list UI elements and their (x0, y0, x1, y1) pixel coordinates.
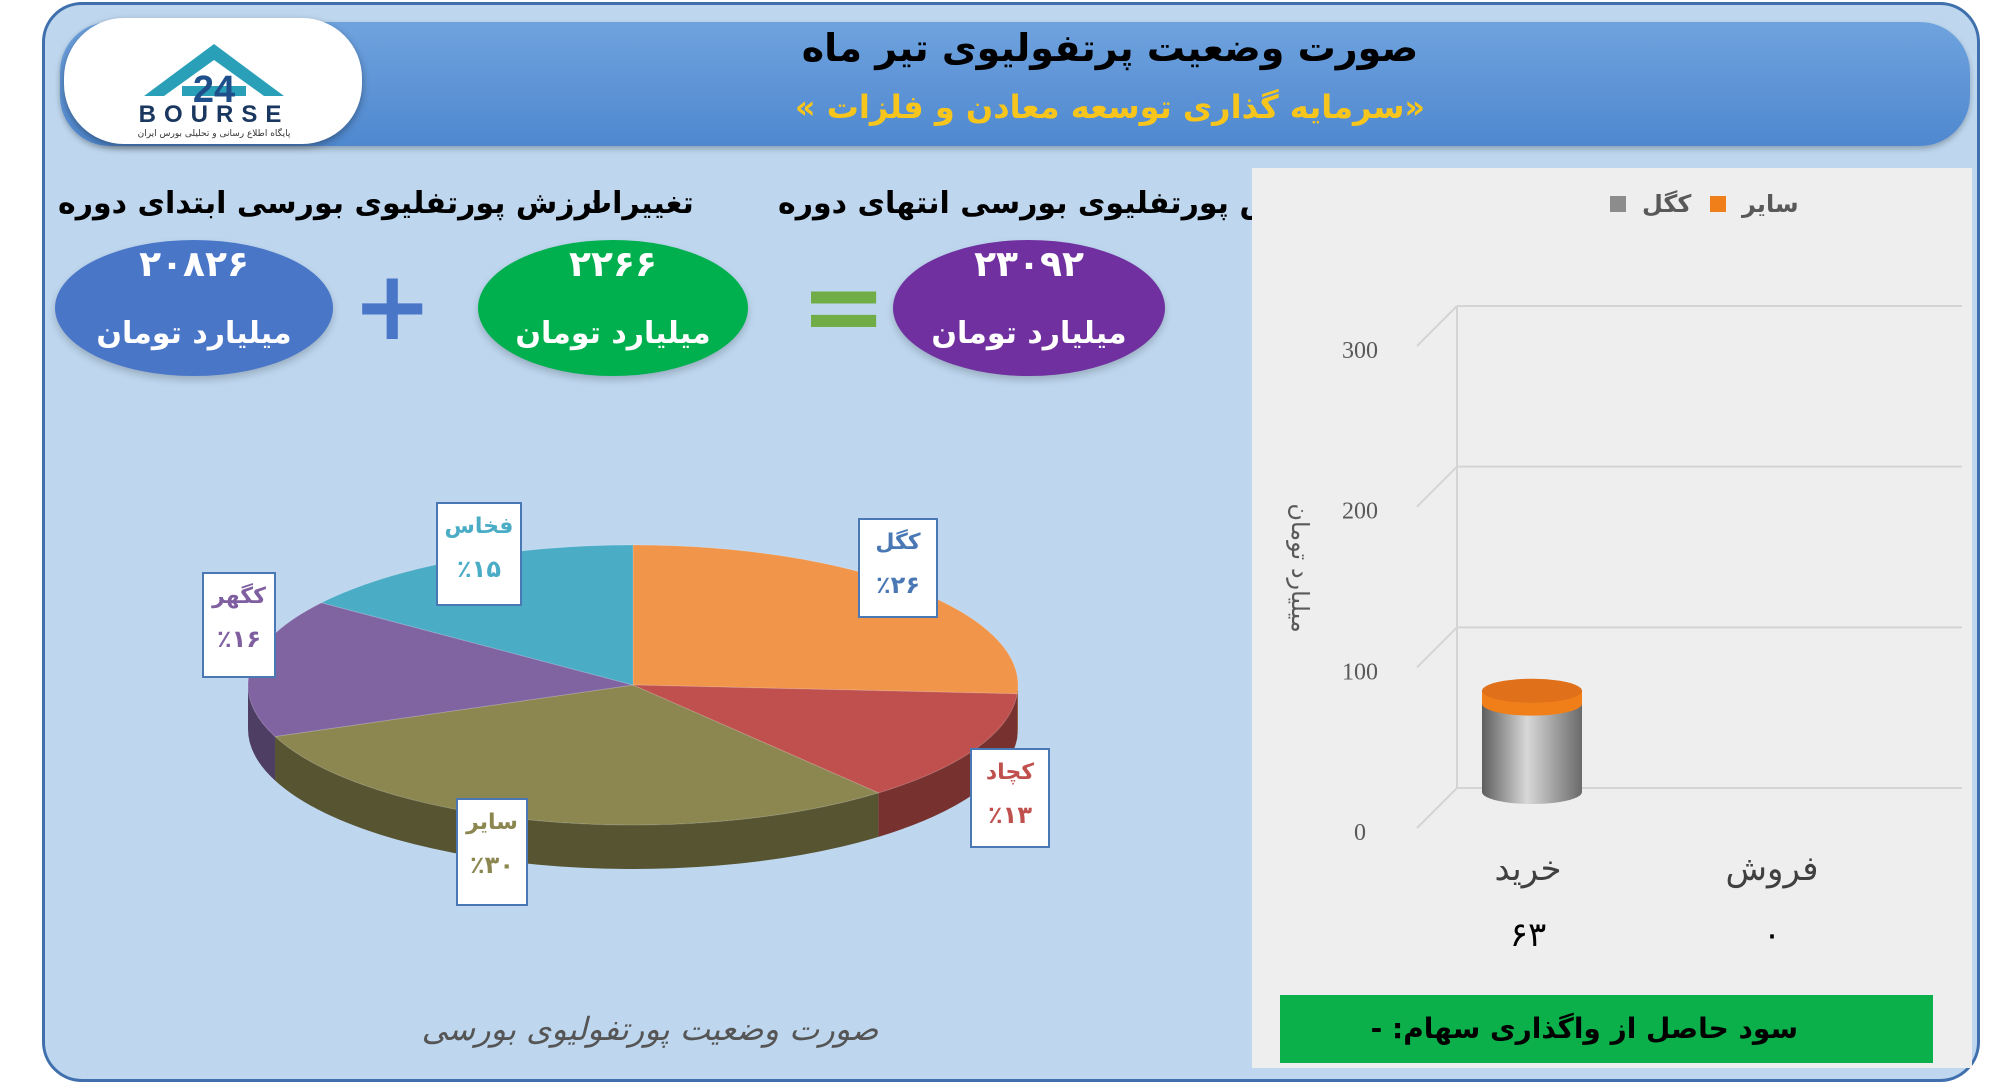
legend-swatch-1 (1610, 196, 1626, 212)
equals-sign: = (800, 245, 888, 367)
pie-label-sayer-name: سایر (466, 810, 518, 835)
category-label-1: فروش (1726, 849, 1819, 889)
change-ellipse: ۲۲۶۶ میلیارد تومان (478, 240, 748, 376)
start-value-number: ۲۰۸۲۶ (139, 244, 249, 285)
logo-word: BOURSE (139, 101, 290, 128)
pie-side-3-0 (248, 685, 276, 781)
pie-label-sayer: سایر ٪۳۰ (456, 798, 528, 906)
grid-diag-3 (1416, 305, 1458, 347)
bourse-logo: 24 BOURSE پایگاه اطلاع رسانی و تحلیلی بو… (64, 18, 362, 144)
pie-label-kegohar-percent: ٪۱۶ (217, 625, 261, 653)
profit-banner: سود حاصل از واگذاری سهام: - (1280, 995, 1933, 1063)
start-value-label: ارزش پورتفلیوی بورسی ابتدای دوره (58, 186, 603, 221)
header-banner (60, 22, 1970, 146)
end-value-number: ۲۳۰۹۲ (974, 244, 1084, 285)
pie-label-kegohar-name: کگهر (212, 584, 266, 609)
change-unit: میلیارد تومان (515, 316, 711, 351)
pie-label-kegohar: کگهر ٪۱۶ (202, 572, 276, 678)
bar-top-0-1 (1482, 678, 1582, 703)
pie-label-fakhas-name: فخاس (444, 514, 514, 539)
grid-diag-2 (1416, 465, 1458, 508)
pie-slice-0 (632, 544, 1019, 695)
pie-slice-2 (273, 684, 880, 826)
pie-label-kechad: کچاد ٪۱۳ (970, 748, 1050, 848)
logo-tagline: پایگاه اطلاع رسانی و تحلیلی بورس ایران (138, 127, 291, 139)
bar-chart-panel: 0 100 200 300 میلیارد تومان سایر کگل خرید ۶۳ فروش… (1252, 168, 1972, 1068)
end-value-label: ارزش پورتفلیوی بورسی انتهای دوره (778, 186, 1326, 221)
trade-bar-chart: 0 100 200 300 میلیارد تومان سایر کگل خرید ۶۳ فروش… (1286, 190, 1962, 955)
pie-label-kegol: کگل ٪۲۶ (858, 518, 938, 618)
bar-body-0-0 (1482, 703, 1582, 804)
change-label: تغییرات (582, 186, 694, 221)
start-value-ellipse: ۲۰۸۲۶ میلیارد تومان (55, 240, 333, 376)
y-tick-label-3: 300 (1342, 338, 1378, 364)
y-axis-label: میلیارد تومان (1286, 503, 1314, 632)
pie-label-sayer-percent: ٪۳۰ (470, 851, 514, 879)
pie-side-1-0 (878, 693, 1018, 837)
pie-label-kechad-percent: ٪۱۳ (988, 801, 1032, 829)
category-total-1: ۰ (1763, 915, 1781, 955)
category-label-0: خرید (1494, 849, 1561, 889)
grid-diag-0 (1416, 787, 1458, 829)
pie-label-kegol-name: کگل (875, 530, 921, 555)
y-tick-label-1: 100 (1342, 659, 1378, 685)
change-number: ۲۲۶۶ (569, 244, 657, 285)
pie-side-0-0 (1017, 685, 1018, 738)
pie-label-fakhas: فخاس ٪۱۵ (436, 502, 522, 606)
legend-label-0: سایر (1741, 190, 1799, 218)
legend-label-1: کگل (1642, 190, 1691, 218)
pie-label-kechad-name: کچاد (985, 760, 1035, 785)
category-total-0: ۶۳ (1510, 915, 1547, 955)
start-value-unit: میلیارد تومان (96, 316, 292, 351)
pie-label-fakhas-percent: ٪۱۵ (457, 555, 501, 583)
pie-side-2-0 (275, 736, 879, 869)
page-subtitle: «سرمایه گذاری توسعه معادن و فلزات » (794, 88, 1426, 126)
plus-sign: + (352, 250, 433, 362)
legend-swatch-0 (1710, 196, 1726, 212)
grid-diag-1 (1416, 626, 1458, 669)
logo-number: 24 (193, 69, 235, 111)
end-value-unit: میلیارد تومان (931, 316, 1127, 351)
end-value-ellipse: ۲۳۰۹۲ میلیارد تومان (893, 240, 1165, 376)
y-tick-label-0: 0 (1354, 820, 1366, 846)
y-tick-label-2: 200 (1342, 499, 1378, 525)
pie-label-kegol-percent: ٪۲۶ (876, 571, 920, 599)
logo-roof-shape (144, 44, 284, 96)
pie-caption: صورت وضعیت پورتفولیوی بورسی (421, 1010, 879, 1048)
page-title: صورت وضعیت پرتفولیوی تیر ماه (801, 26, 1419, 70)
